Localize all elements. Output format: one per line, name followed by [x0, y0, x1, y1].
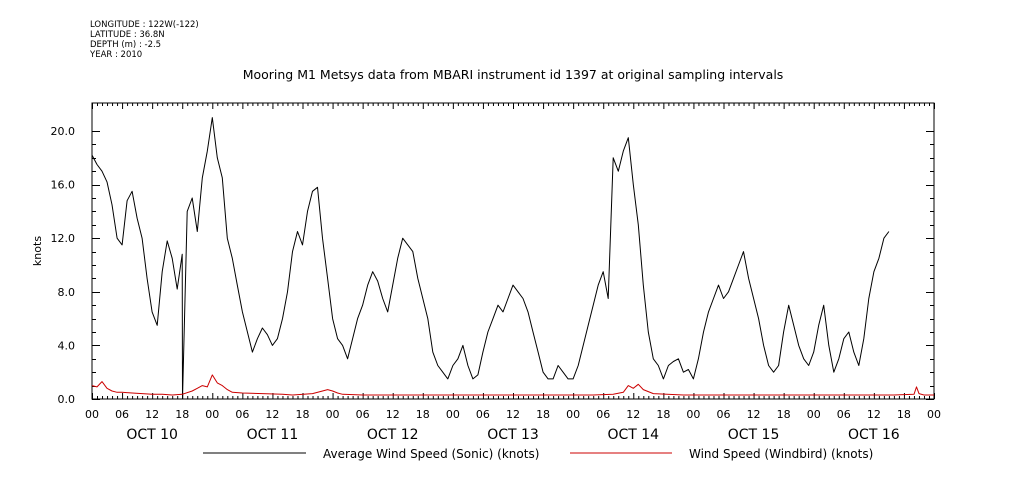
legend-label-2: Wind Speed (Windbird) (knots) [689, 447, 873, 461]
legend-label-1: Average Wind Speed (Sonic) (knots) [323, 447, 539, 461]
x-tick-label: 18 [656, 408, 670, 421]
y-tick-label: 8.0 [58, 286, 76, 299]
x-tick-label: 12 [386, 408, 400, 421]
depth-text: DEPTH (m) : -2.5 [90, 40, 162, 50]
x-tick-label: 06 [837, 408, 851, 421]
x-tick-label: 00 [927, 408, 941, 421]
y-tick-label: 16.0 [51, 179, 76, 192]
y-tick-label: 12.0 [51, 232, 76, 245]
x-tick-label: 00 [85, 408, 99, 421]
x-tick-label: 18 [897, 408, 911, 421]
y-axis-label: knots [31, 236, 44, 266]
x-tick-label: 06 [115, 408, 129, 421]
day-label: OCT 14 [607, 427, 659, 443]
plot-frame [91, 102, 935, 400]
x-tick-label: 18 [536, 408, 550, 421]
x-tick-label: 06 [476, 408, 490, 421]
x-tick-label: 12 [747, 408, 761, 421]
x-tick-label: 00 [205, 408, 219, 421]
axes: 00 06 12 18 00 06 12 18 00 06 12 18 00 06 12 18 00 06 12 18… [31, 102, 941, 443]
y-tick-label: 0.0 [58, 393, 76, 406]
x-tick-label: 12 [626, 408, 640, 421]
day-label: OCT 16 [848, 427, 900, 443]
year-text: YEAR : 2010 [90, 50, 143, 60]
station-info: LONGITUDE : 122W(-122) LATITUDE : 36.8N … [90, 20, 199, 60]
y-tick-label: 4.0 [58, 339, 76, 352]
x-tick-label: 00 [807, 408, 821, 421]
x-tick-label: 12 [145, 408, 159, 421]
latitude-text: LATITUDE : 36.8N [90, 30, 165, 40]
series-line-1 [91, 117, 890, 400]
x-tick-label: 12 [265, 408, 279, 421]
day-label: OCT 10 [126, 427, 178, 443]
x-tick-label: 18 [416, 408, 430, 421]
x-tick-label: 00 [446, 408, 460, 421]
series-group [91, 117, 934, 400]
x-tick-label: 06 [235, 408, 249, 421]
day-label: OCT 15 [728, 427, 780, 443]
x-tick-label: 06 [596, 408, 610, 421]
x-tick-label: 12 [506, 408, 520, 421]
longitude-text: LONGITUDE : 122W(-122) [90, 20, 199, 30]
day-label: OCT 11 [247, 427, 299, 443]
legend: Average Wind Speed (Sonic) (knots) Wind S… [203, 447, 873, 461]
day-label: OCT 12 [367, 427, 419, 443]
x-tick-label: 18 [175, 408, 189, 421]
x-tick-label: 18 [777, 408, 791, 421]
x-tick-label: 12 [867, 408, 881, 421]
y-tick-label: 20.0 [51, 125, 76, 138]
x-tick-label: 06 [717, 408, 731, 421]
x-tick-label: 06 [356, 408, 370, 421]
day-label: OCT 13 [487, 427, 539, 443]
x-tick-label: 00 [326, 408, 340, 421]
series-line-2 [91, 374, 934, 396]
x-tick-label: 00 [566, 408, 580, 421]
x-tick-label: 18 [296, 408, 310, 421]
chart-title: Mooring M1 Metsys data from MBARI instru… [242, 67, 784, 82]
x-tick-label: 00 [686, 408, 700, 421]
